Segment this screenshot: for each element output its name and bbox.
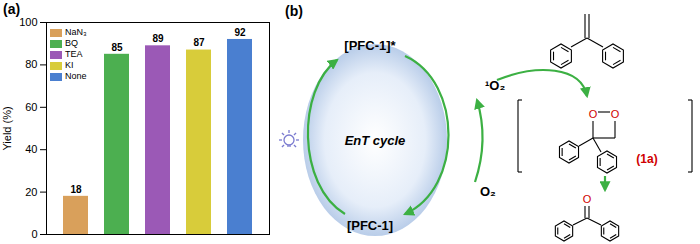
html-text:BQ: BQ <box>65 38 78 48</box>
svg-text:20: 20 <box>25 186 37 198</box>
svg-text:EnT cycle: EnT cycle <box>345 133 406 148</box>
svg-text:0: 0 <box>31 228 37 240</box>
svg-text:80: 80 <box>25 58 37 70</box>
svg-text:40: 40 <box>25 143 37 155</box>
svg-text:¹O₂: ¹O₂ <box>485 78 505 93</box>
svg-text:89: 89 <box>152 33 164 44</box>
svg-text:(b): (b) <box>285 3 303 19</box>
svg-text:Yield (%): Yield (%) <box>1 106 13 150</box>
svg-text:[PFC-1]*: [PFC-1]* <box>344 38 396 53</box>
svg-text:O: O <box>589 108 598 120</box>
svg-text:[PFC-1]: [PFC-1] <box>347 218 393 233</box>
html-text:TEA: TEA <box>65 49 83 59</box>
svg-text:O₂: O₂ <box>480 184 496 199</box>
svg-text:60: 60 <box>25 101 37 113</box>
html-text:NaN₃: NaN₃ <box>65 27 87 37</box>
svg-text:O: O <box>583 193 592 205</box>
svg-text:87: 87 <box>193 37 205 48</box>
svg-text:(1a): (1a) <box>636 152 657 166</box>
html-text:(a): (a) <box>3 1 21 17</box>
svg-text:85: 85 <box>111 42 123 53</box>
svg-text:92: 92 <box>234 27 246 38</box>
html-text:KI: KI <box>65 60 74 70</box>
svg-text:O: O <box>611 108 620 120</box>
html-text:None: None <box>65 71 87 81</box>
svg-text:18: 18 <box>70 184 82 195</box>
svg-text:100: 100 <box>19 16 37 28</box>
